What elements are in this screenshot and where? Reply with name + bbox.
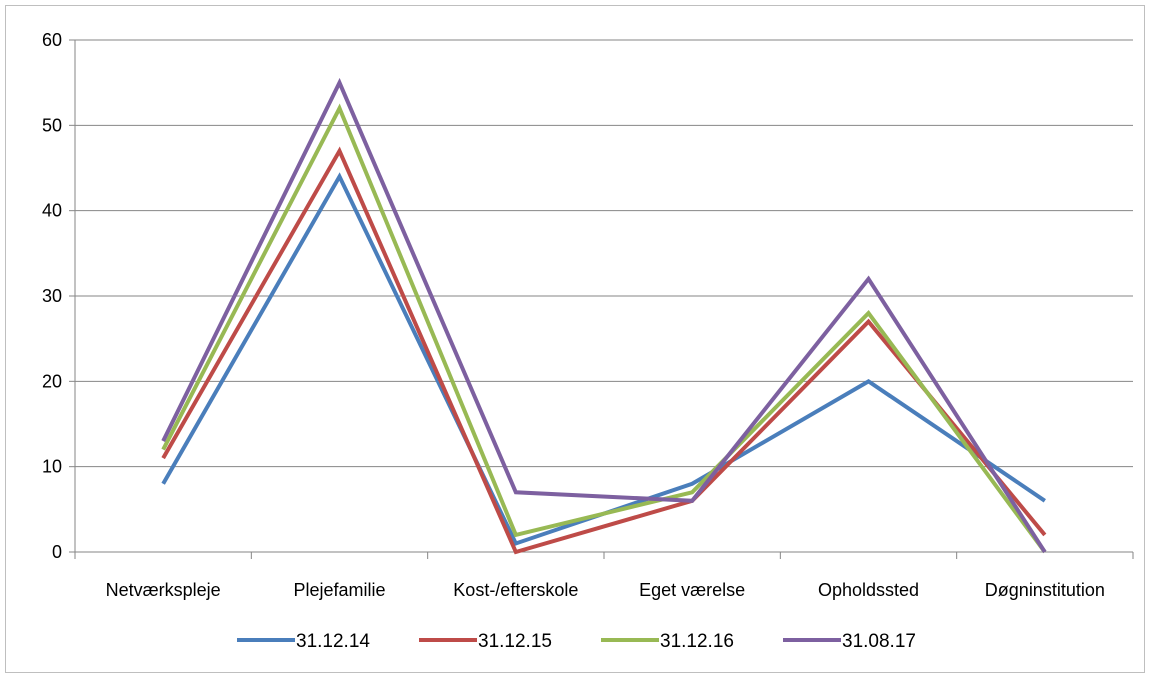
legend-label: 31.08.17 <box>842 631 916 652</box>
y-tick-label: 10 <box>42 457 62 477</box>
axes <box>69 39 1134 559</box>
chart-frame <box>5 5 1145 673</box>
legend: 31.12.14 31.12.15 31.12.16 31.08.17 <box>237 631 916 652</box>
y-tick-label: 0 <box>52 542 62 562</box>
y-tick-labels: 0 10 20 30 40 50 60 <box>42 30 62 562</box>
y-tick-label: 50 <box>42 115 62 135</box>
legend-label: 31.12.15 <box>478 631 552 652</box>
series-lines <box>161 77 1047 555</box>
x-tick-label: Kost-/efterskole <box>453 580 578 600</box>
x-tick-label: Eget værelse <box>639 580 745 600</box>
series-line-31.12.16 <box>161 103 1047 554</box>
y-tick-label: 60 <box>42 30 62 50</box>
legend-label: 31.12.14 <box>296 631 370 652</box>
legend-label: 31.12.16 <box>660 631 734 652</box>
x-tick-label: Opholdssted <box>818 580 919 600</box>
series-line-31.08.17 <box>161 77 1047 554</box>
y-tick-label: 20 <box>42 371 62 391</box>
x-tick-label: Døgninstitution <box>985 580 1105 600</box>
y-tick-label: 40 <box>42 201 62 221</box>
x-tick-label: Plejefamilie <box>293 580 385 600</box>
x-tick-label: Netværkspleje <box>106 580 221 600</box>
series-line-31.12.15 <box>161 146 1047 555</box>
gridlines <box>75 39 1133 468</box>
x-tick-labels: Netværkspleje Plejefamilie Kost-/efterskol… <box>106 580 1105 600</box>
y-tick-label: 30 <box>42 286 62 306</box>
